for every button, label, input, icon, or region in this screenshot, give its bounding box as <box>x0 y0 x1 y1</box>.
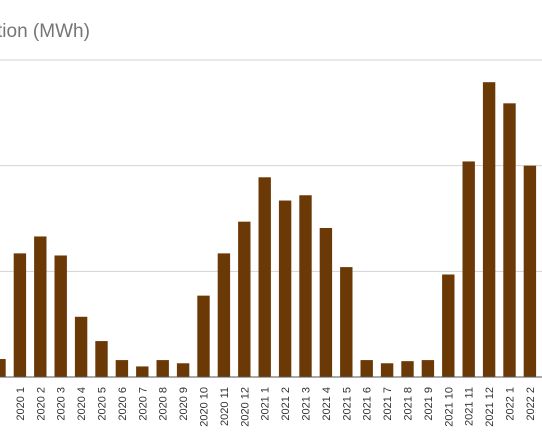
x-tick-labels: 2020 1 2020 2 2020 3 2020 4 2020 5 2020 6 2020… <box>15 387 537 427</box>
bars <box>0 82 537 377</box>
x-tick-label: 2021 2 <box>280 387 292 421</box>
x-tick-label: 2022 2 <box>525 387 537 421</box>
x-tick-label: 2021 10 <box>443 387 455 427</box>
bar-23 <box>462 161 475 377</box>
bar-22 <box>442 274 455 377</box>
x-tick-label: 2020 4 <box>76 387 88 421</box>
x-tick-label: 2021 5 <box>341 387 353 421</box>
bar-26 <box>523 165 537 377</box>
x-tick-label: 2022 1 <box>505 387 517 421</box>
x-tick-label: 2020 9 <box>178 387 190 421</box>
x-tick-label: 2021 6 <box>362 387 374 421</box>
x-tick-label: 2020 7 <box>137 387 149 421</box>
bar-2 <box>34 236 47 377</box>
bar-0 <box>0 359 6 377</box>
bar-21 <box>421 360 435 377</box>
x-tick-label: 2020 2 <box>35 387 47 421</box>
chart-title: tion (MWh) <box>0 21 90 42</box>
x-tick-label: 2021 1 <box>260 387 272 421</box>
bar-14 <box>278 200 292 377</box>
bar-24 <box>482 82 496 377</box>
bar-5 <box>95 341 108 377</box>
bar-4 <box>74 316 88 377</box>
bar-7 <box>136 366 149 377</box>
bar-1 <box>13 253 27 377</box>
x-tick-label: 2021 7 <box>382 387 394 421</box>
bar-12 <box>238 221 251 377</box>
x-tick-label: 2020 5 <box>97 387 109 421</box>
bar-19 <box>380 363 394 377</box>
x-tick-label: 2021 3 <box>301 387 313 421</box>
x-tick-label: 2021 11 <box>464 387 476 426</box>
x-tick-label: 2020 10 <box>199 387 211 427</box>
x-tick-label: 2021 9 <box>423 387 435 421</box>
bar-17 <box>340 267 353 377</box>
bar-6 <box>115 360 129 377</box>
bar-13 <box>258 177 271 377</box>
bar-16 <box>319 228 333 377</box>
bar-8 <box>156 360 169 377</box>
bar-20 <box>401 361 414 377</box>
bar-3 <box>54 255 67 377</box>
x-tick-label: 2020 3 <box>56 387 68 421</box>
x-tick-label: 2020 8 <box>158 387 170 421</box>
x-tick-label: 2021 4 <box>321 387 333 421</box>
x-tick-label: 2021 8 <box>403 387 415 421</box>
bar-25 <box>503 103 516 377</box>
x-tick-label: 2020 11 <box>219 387 231 426</box>
grid-lines <box>0 59 542 272</box>
x-tick-label: 2020 12 <box>239 387 251 427</box>
bar-15 <box>299 195 312 377</box>
x-tick-label: 2021 12 <box>484 387 496 427</box>
x-tick-label: 2020 6 <box>117 387 129 421</box>
bar-18 <box>360 360 373 377</box>
x-tick-label: 2020 1 <box>15 387 27 421</box>
bar-10 <box>197 295 210 377</box>
bar-11 <box>217 253 231 377</box>
bar-9 <box>176 363 190 377</box>
